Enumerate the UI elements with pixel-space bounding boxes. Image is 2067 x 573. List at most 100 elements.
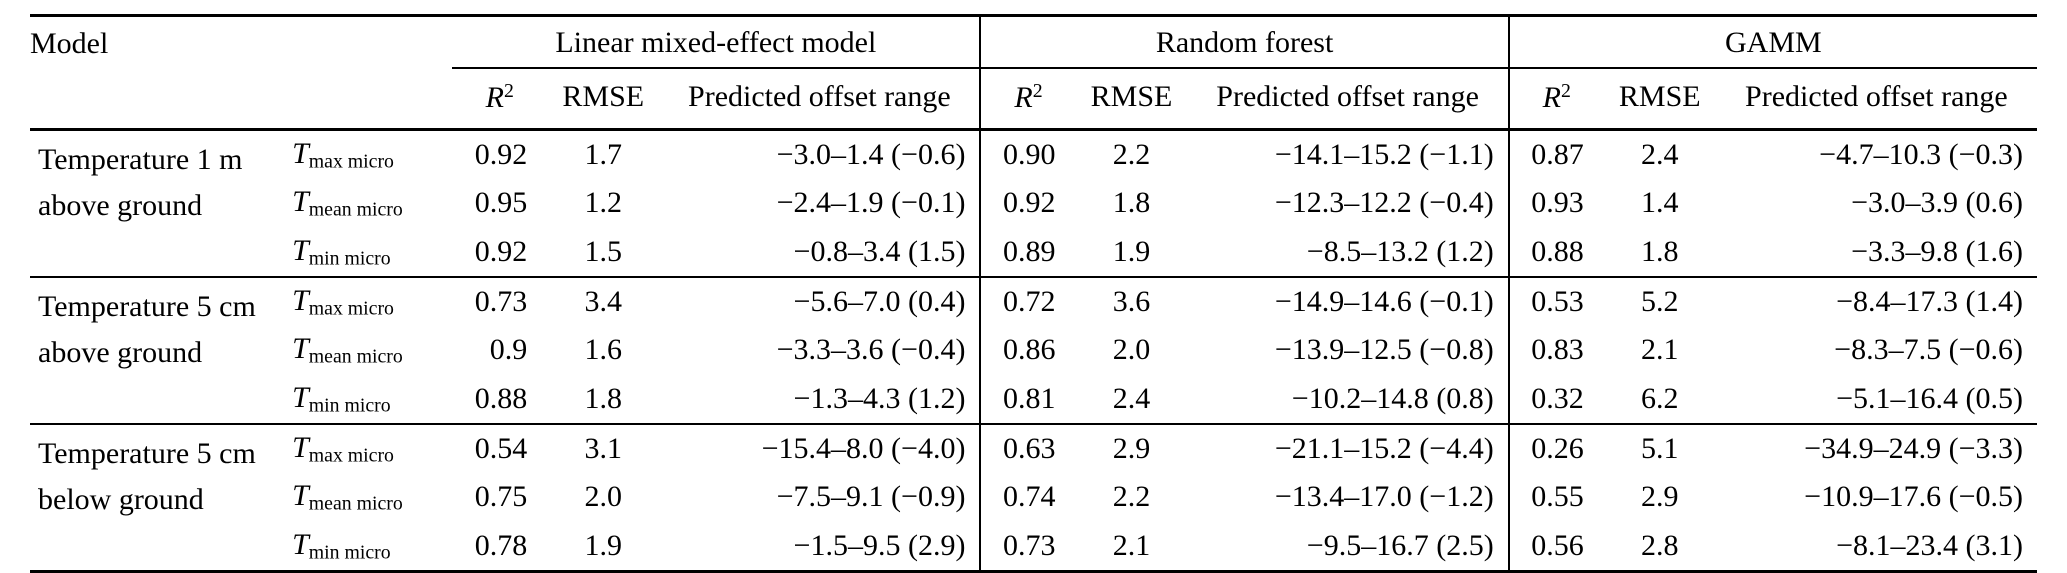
r2-header-rf: R2 (980, 68, 1076, 131)
cell-lmm-r2: 0.75 (474, 480, 528, 514)
row-group-label: Temperature 5 cm above ground (30, 275, 281, 424)
temperature-symbol: T (292, 430, 309, 464)
cell-gamm-rmse: 2.8 (1603, 521, 1716, 573)
temperature-subscript: min micro (308, 246, 391, 269)
row-group-label: Temperature 5 cm below ground (30, 422, 281, 573)
cell-lmm-rmse: 1.8 (584, 381, 623, 415)
cell-gamm-offset: −5.1–16.4 (0.5) (1836, 381, 2023, 415)
temperature-subscript: min micro (308, 393, 391, 416)
group-header-row: Model Linear mixed-effect model Random f… (30, 14, 2037, 69)
offset-header-gamm: Predicted offset range (1715, 68, 2037, 131)
temperature-subscript: max micro (308, 150, 394, 173)
cell-lmm-offset: −5.6–7.0 (0.4) (659, 275, 982, 327)
cell-lmm-offset: −15.4–8.0 (−4.0) (659, 422, 982, 474)
cell-rf-r2: 0.63 (980, 422, 1076, 474)
cell-rf-offset: −13.9–12.5 (−0.8) (1187, 326, 1510, 375)
cell-lmm-r2: 0.73 (452, 275, 548, 327)
cell-rf-r2: 0.92 (1002, 186, 1056, 220)
temperature-subscript: max micro (308, 444, 394, 467)
cell-rf-r2: 0.90 (1002, 138, 1056, 172)
r-symbol: R (485, 80, 504, 114)
variable-cell: Tmax micro (280, 275, 453, 327)
temperature-symbol: T (292, 380, 309, 414)
cell-lmm-r2: 0.92 (474, 234, 528, 268)
cell-lmm-offset: −1.5–9.5 (2.9) (659, 521, 982, 573)
cell-rf-offset: −13.4–17.0 (−1.2) (1187, 473, 1510, 522)
cell-lmm-r2: 0.92 (474, 138, 528, 172)
table-row: Tmin micro 0.88 1.8 −1.3–4.3 (1.2) 0.81 2.4 −1… (30, 374, 2037, 424)
cell-gamm-r2: 0.55 (1531, 480, 1584, 514)
cell-gamm-r2: 0.87 (1531, 138, 1584, 172)
cell-gamm-r2: 0.93 (1531, 186, 1584, 220)
temperature-symbol: T (292, 233, 309, 267)
cell-rf-offset: −9.5–16.7 (2.5) (1187, 521, 1510, 573)
cell-gamm-offset: −8.3–7.5 (−0.6) (1834, 333, 2023, 367)
cell-lmm-r2: 0.88 (474, 381, 528, 415)
metric-header-row: R2 RMSE Predicted offset range R2 RMSE P… (30, 68, 2037, 131)
cell-lmm-r2: 0.95 (474, 186, 528, 220)
cell-rf-r2: 0.89 (1002, 234, 1056, 268)
cell-rf-rmse: 2.4 (1112, 381, 1151, 415)
cell-gamm-offset: −8.4–17.3 (1.4) (1715, 275, 2037, 327)
offset-header-rf: Predicted offset range (1187, 68, 1510, 131)
cell-rf-rmse: 2.0 (1112, 333, 1151, 367)
cell-lmm-rmse: 1.2 (584, 186, 623, 220)
cell-lmm-offset: −3.0–1.4 (−0.6) (659, 129, 982, 180)
cell-gamm-r2: 0.56 (1508, 521, 1604, 573)
cell-lmm-offset: −0.8–3.4 (1.5) (659, 227, 982, 277)
row-group-label-line: below ground (38, 482, 204, 516)
cell-lmm-rmse: 1.6 (584, 333, 623, 367)
cell-rf-offset: −8.5–13.2 (1.2) (1187, 227, 1510, 277)
cell-gamm-rmse: 6.2 (1641, 381, 1679, 415)
table-row: Temperature 5 cm above ground Tmax micro 0.… (30, 275, 2037, 424)
cell-lmm-r2: 0.78 (452, 521, 548, 573)
cell-gamm-r2: 0.26 (1508, 422, 1604, 474)
temperature-symbol: T (292, 479, 309, 513)
table-row: Temperature 5 cm below ground Tmax micro 0.… (30, 422, 2037, 573)
model-column-header: Model (30, 14, 453, 68)
variable-cell: Tmax micro (280, 129, 452, 179)
cell-rf-offset: −14.1–15.2 (−1.1) (1187, 129, 1510, 180)
cell-lmm-rmse: 1.7 (584, 138, 623, 172)
cell-lmm-r2: 0.54 (452, 422, 548, 474)
table-row: Tmean micro 0.95 1.2 −2.4–1.9 (−0.1) 0.92 1.8… (30, 179, 2037, 228)
row-group-2: Temperature 5 cm above ground Tmax micro 0.… (30, 275, 2037, 424)
cell-rf-r2: 0.72 (980, 275, 1076, 327)
cell-rf-rmse: 1.9 (1112, 234, 1151, 268)
cell-gamm-offset: −10.9–17.6 (−0.5) (1804, 480, 2023, 514)
cell-gamm-r2: 0.88 (1531, 234, 1584, 268)
cell-gamm-rmse: 2.4 (1641, 138, 1679, 172)
table-row: Tmean micro 0.75 2.0 −7.5–9.1 (−0.9) 0.74 2.2… (30, 473, 2037, 522)
row-group-3: Temperature 5 cm below ground Tmax micro 0.… (30, 422, 2037, 573)
r-exponent: 2 (1560, 80, 1571, 102)
r-exponent: 2 (1032, 80, 1043, 102)
temperature-symbol: T (292, 136, 309, 170)
row-group-label-line: Temperature 1 m (38, 142, 243, 176)
group-header-gamm: GAMM (1508, 14, 2037, 69)
cell-gamm-r2: 0.53 (1508, 275, 1604, 327)
cell-rf-r2: 0.86 (1002, 333, 1056, 367)
cell-lmm-r2: 0.9 (489, 333, 528, 367)
r-exponent: 2 (503, 80, 514, 102)
cell-rf-rmse: 1.8 (1112, 186, 1151, 220)
cell-gamm-rmse: 1.4 (1641, 186, 1679, 220)
variable-cell: Tmean micro (280, 179, 452, 227)
group-header-linear-mixed-effect-model: Linear mixed-effect model (452, 14, 982, 69)
cell-rf-r2: 0.73 (980, 521, 1076, 573)
variable-cell: Tmax micro (280, 422, 453, 474)
cell-rf-offset: −21.1–15.2 (−4.4) (1187, 422, 1510, 474)
cell-rf-rmse: 2.9 (1075, 422, 1188, 474)
row-group-label-line: above ground (38, 188, 203, 222)
temperature-symbol: T (292, 332, 309, 366)
temperature-symbol: T (292, 527, 309, 561)
table-row: Temperature 1 m above ground Tmax micro 0.9… (30, 129, 2037, 222)
cell-rf-rmse: 3.6 (1075, 275, 1188, 327)
cell-gamm-rmse: 5.1 (1603, 422, 1716, 474)
row-group-label-line: Temperature 5 cm (38, 436, 256, 470)
cell-gamm-rmse: 5.2 (1603, 275, 1716, 327)
results-table: Model Linear mixed-effect model Random f… (30, 14, 2037, 573)
cell-gamm-offset: −8.1–23.4 (3.1) (1715, 521, 2037, 573)
variable-cell: Tmean micro (280, 473, 452, 521)
cell-lmm-offset: −2.4–1.9 (−0.1) (659, 179, 982, 228)
table-head: Model Linear mixed-effect model Random f… (30, 14, 2037, 131)
